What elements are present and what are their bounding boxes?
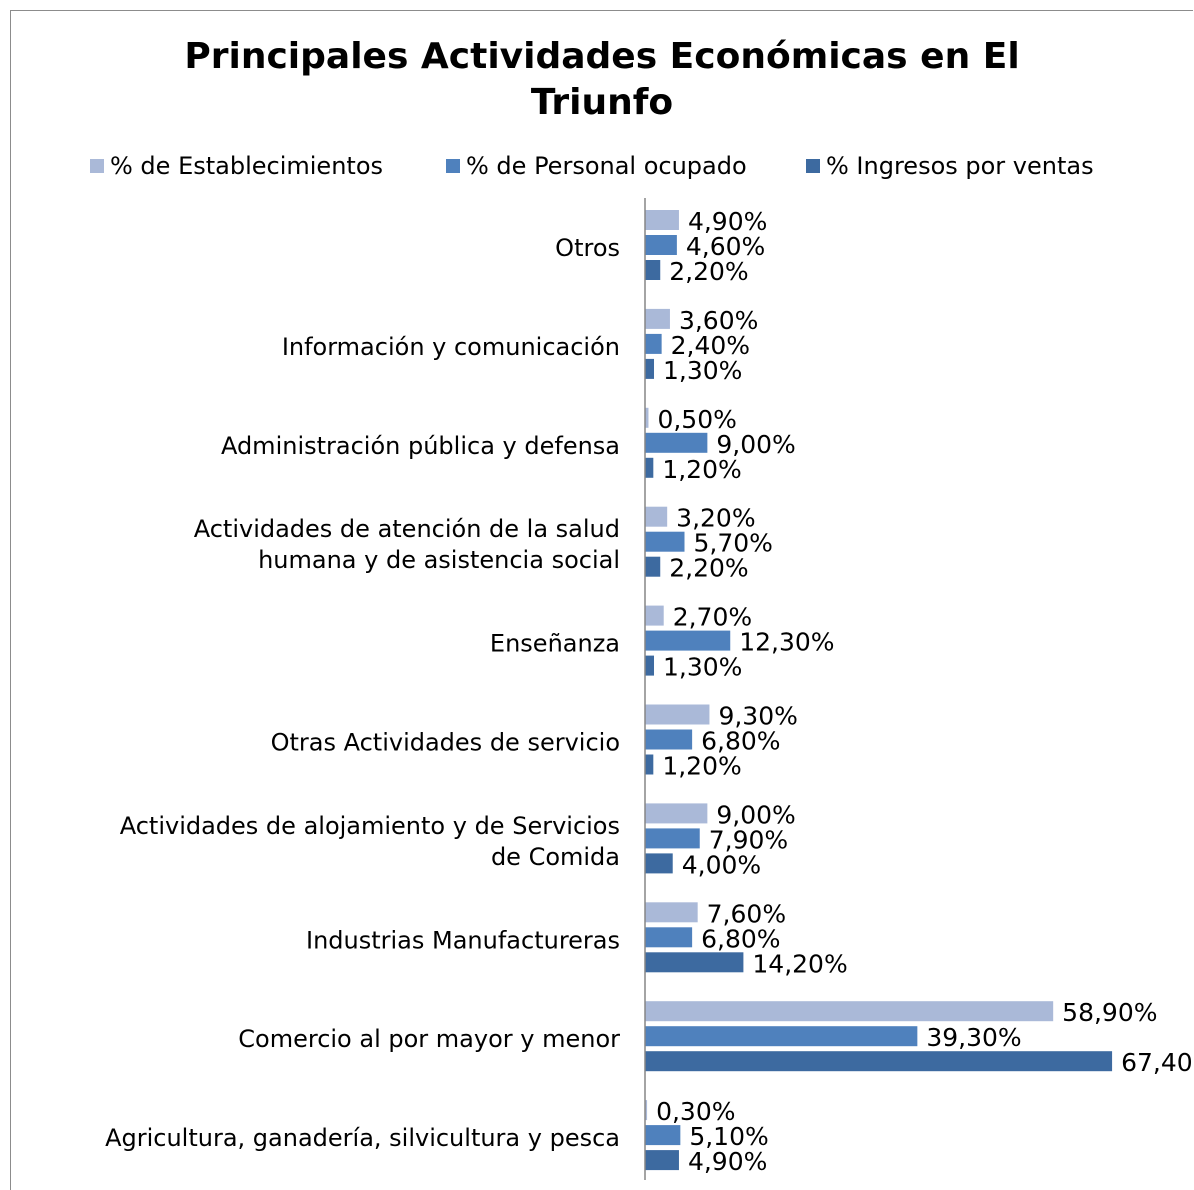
legend-swatch-establecimientos	[90, 159, 104, 173]
bar	[645, 358, 655, 379]
bar	[645, 1125, 681, 1146]
bar	[645, 1026, 918, 1047]
category-label: de Comida	[491, 843, 620, 871]
data-label: 5,10%	[689, 1122, 768, 1151]
chart-title-line-2: Triunfo	[530, 82, 674, 123]
chart-title-line-1: Principales Actividades Económicas en El	[184, 36, 1020, 77]
legend-label-ingresos-ventas: % Ingresos por ventas	[826, 152, 1094, 180]
data-label: 7,90%	[709, 825, 788, 854]
category-label: Enseñanza	[490, 630, 620, 658]
bar	[645, 260, 661, 280]
bar	[645, 308, 670, 329]
bar	[645, 1051, 1113, 1072]
data-label: 3,20%	[676, 504, 755, 533]
category-label: Otras Actividades de servicio	[271, 729, 620, 757]
data-label: 12,30%	[739, 628, 834, 657]
data-label: 3,60%	[679, 306, 758, 335]
data-label: 1,20%	[662, 455, 741, 484]
data-label: 4,00%	[682, 850, 761, 879]
data-label: 7,60%	[707, 899, 786, 928]
category-label: humana y de asistencia social	[258, 546, 620, 574]
data-label: 6,80%	[701, 727, 780, 756]
data-label: 14,20%	[752, 949, 847, 978]
bar	[645, 407, 649, 428]
data-label: 9,30%	[718, 702, 797, 731]
data-label: 58,90%	[1062, 998, 1157, 1027]
bar	[645, 630, 731, 651]
bar	[645, 704, 710, 725]
legend-label-personal-ocupado: % de Personal ocupado	[466, 152, 747, 180]
category-label: Industrias Manufactureras	[306, 926, 620, 954]
data-label: 0,50%	[657, 405, 736, 434]
chart-legend: % de Establecimientos % de Personal ocup…	[0, 150, 1194, 182]
bar	[645, 1001, 1054, 1022]
legend-swatch-ingresos-ventas	[806, 159, 820, 173]
data-label: 2,70%	[673, 603, 752, 632]
bar	[645, 927, 693, 948]
bar	[645, 605, 664, 626]
bar	[645, 531, 685, 552]
category-label: Información y comunicación	[282, 333, 620, 361]
bar	[645, 902, 698, 923]
data-label: 4,90%	[688, 207, 767, 236]
data-label: 2,40%	[671, 331, 750, 360]
legend-label-establecimientos: % de Establecimientos	[110, 152, 383, 180]
data-label: 1,30%	[663, 356, 742, 385]
bar	[645, 729, 693, 750]
legend-swatch-personal-ocupado	[446, 159, 460, 173]
bar	[645, 457, 654, 478]
legend-item-ingresos-ventas: % Ingresos por ventas	[806, 150, 1094, 182]
bar	[645, 803, 708, 824]
category-label: Comercio al por mayor y menor	[238, 1025, 620, 1053]
data-label: 39,30%	[926, 1023, 1021, 1052]
bar	[645, 853, 673, 874]
data-label: 6,80%	[701, 924, 780, 953]
bar	[645, 556, 661, 577]
data-label: 1,30%	[663, 653, 742, 682]
category-label: Administración pública y defensa	[221, 432, 620, 460]
category-label: Otros	[555, 234, 620, 262]
bar	[645, 655, 655, 676]
legend-item-personal-ocupado: % de Personal ocupado	[446, 150, 747, 182]
data-label: 4,90%	[688, 1147, 767, 1176]
bar	[645, 828, 700, 849]
bar	[645, 506, 668, 527]
data-label: 4,60%	[686, 232, 765, 261]
bar	[645, 1150, 679, 1171]
data-label: 0,30%	[656, 1097, 735, 1126]
legend-item-establecimientos: % de Establecimientos	[90, 150, 383, 182]
bar	[645, 754, 654, 775]
data-label: 67,40%	[1121, 1048, 1194, 1077]
bar	[645, 210, 679, 230]
data-label: 2,20%	[669, 554, 748, 583]
bar	[645, 432, 708, 453]
data-label: 9,00%	[716, 430, 795, 459]
bar	[645, 952, 744, 973]
data-label: 9,00%	[716, 800, 795, 829]
data-label: 1,20%	[662, 752, 741, 781]
bar	[645, 1100, 648, 1121]
data-label: 2,20%	[669, 257, 748, 286]
chart-frame	[10, 10, 1193, 1190]
bar	[645, 333, 662, 354]
data-label: 5,70%	[694, 529, 773, 558]
category-label: Actividades de alojamiento y de Servicio…	[120, 812, 620, 840]
category-label: Actividades de atención de la salud	[194, 515, 620, 543]
category-label: Agricultura, ganadería, silvicultura y p…	[105, 1124, 620, 1152]
bar	[645, 235, 677, 255]
